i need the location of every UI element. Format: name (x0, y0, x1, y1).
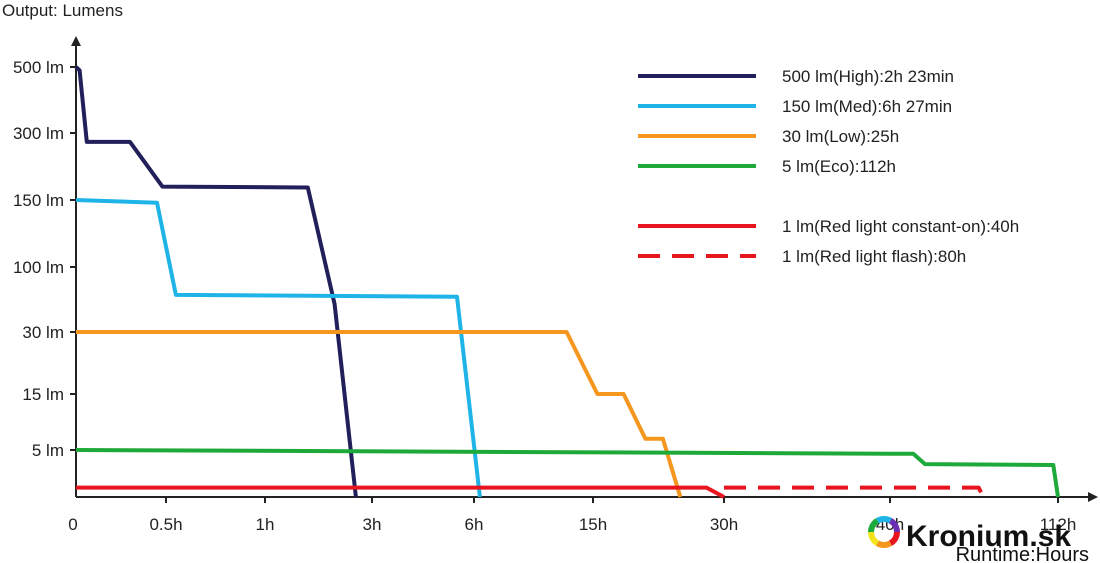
logo-ring-segment (876, 516, 892, 524)
y-tick-label: 30 lm (22, 323, 64, 342)
y-axis-title: Output: Lumens (2, 1, 123, 20)
x-axis-title: Runtime:Hours (956, 544, 1089, 563)
x-axis-arrow (1088, 492, 1098, 502)
series-line-2 (75, 198, 482, 498)
series-line-3 (76, 330, 683, 498)
y-tick-label: 500 lm (13, 58, 64, 77)
brand-logo: Kronium.sk (868, 516, 1071, 553)
axes (71, 36, 1098, 502)
x-tick-label: 0 (68, 515, 77, 534)
logo-ring-segment (888, 531, 900, 546)
x-tick-label: 6h (465, 515, 484, 534)
x-tick-label: 112h (1040, 515, 1077, 534)
x-tick-label: 0.5h (149, 515, 182, 534)
series-line-4 (75, 448, 1060, 498)
x-tick-label: 3h (363, 515, 382, 534)
series-line-1 (74, 65, 358, 498)
logo-ring-segment (868, 531, 880, 546)
legend-label: 1 lm(Red light flash):80h (782, 247, 966, 266)
brand-name: Kronium.sk (906, 520, 1071, 553)
x-tick-label: 15h (579, 515, 607, 534)
x-tick-label: 30h (710, 515, 738, 534)
logo-ring-segment (876, 540, 892, 548)
y-tick-label: 15 lm (22, 385, 64, 404)
y-tick-label: 300 lm (13, 124, 64, 143)
y-axis-arrow (71, 36, 81, 46)
legend-label: 30 lm(Low):25h (782, 127, 899, 146)
y-tick-label: 5 lm (32, 441, 64, 460)
x-tick-label: 1h (256, 515, 275, 534)
y-axis-ticks: 500 lm 300 lm 150 lm 100 lm 30 lm 15 lm 5 lm (13, 58, 76, 460)
legend-label: 5 lm(Eco):112h (782, 157, 896, 176)
y-tick-label: 100 lm (13, 258, 64, 277)
y-tick-label: 150 lm (13, 191, 64, 210)
rainbow-circle-icon (868, 516, 900, 548)
legend-label: 500 lm(High):2h 23min (782, 67, 954, 86)
legend-label: 150 lm(Med):6h 27min (782, 97, 952, 116)
series-line-5 (76, 485, 725, 499)
logo-ring-segment (888, 518, 900, 533)
series-line-6 (724, 485, 986, 498)
logo-ring-segment (868, 518, 880, 533)
legend-label: 1 lm(Red light constant-on):40h (782, 217, 1019, 236)
legend: 500 lm(High):2h 23min 150 lm(Med):6h 27mi… (638, 67, 1019, 266)
series-lines (74, 65, 1060, 499)
